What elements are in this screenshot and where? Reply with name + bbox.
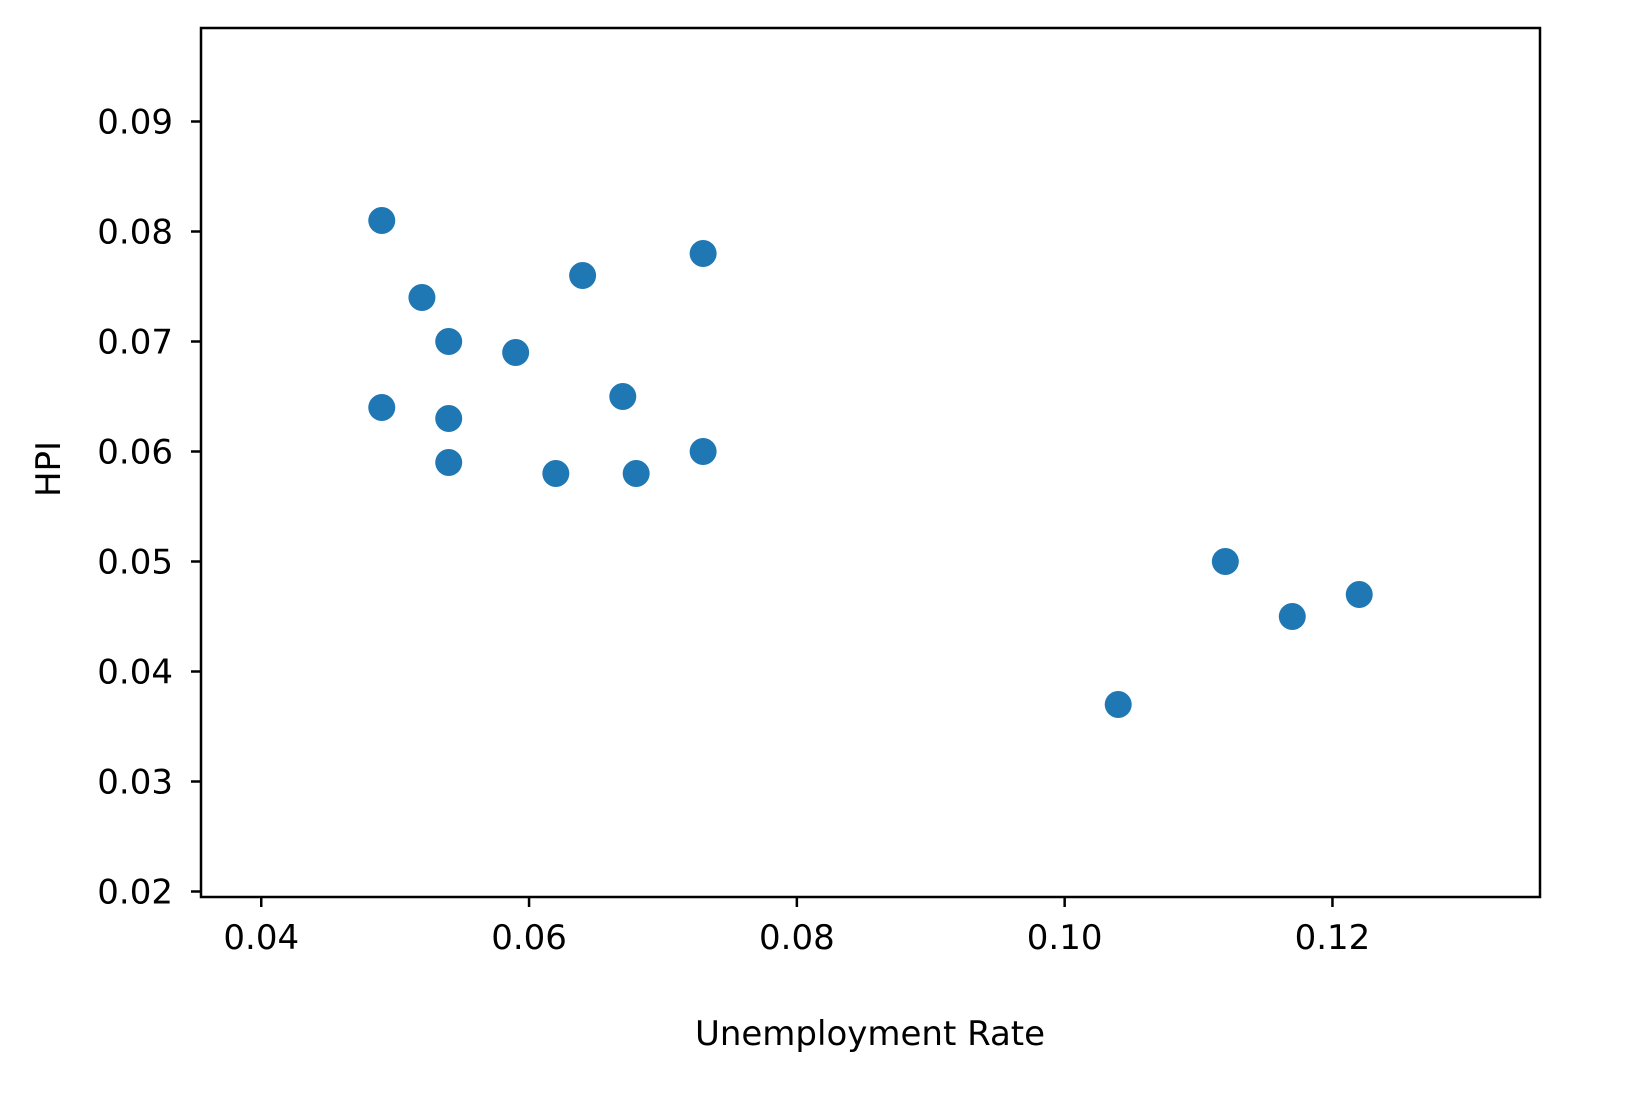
data-point <box>1211 548 1239 575</box>
x-tick-label: 0.08 <box>759 918 835 958</box>
data-point <box>622 460 650 487</box>
x-axis-title: Unemployment Rate <box>695 1014 1045 1054</box>
data-point <box>609 383 637 410</box>
data-point <box>368 394 396 421</box>
data-point <box>1278 603 1306 630</box>
data-point <box>569 262 597 289</box>
data-point <box>435 328 463 355</box>
data-point <box>408 284 436 311</box>
data-point <box>689 438 717 465</box>
y-tick-label: 0.05 <box>97 543 173 583</box>
data-point <box>1345 581 1373 608</box>
y-tick-label: 0.08 <box>97 213 173 253</box>
y-tick-label: 0.02 <box>97 873 173 913</box>
data-point <box>1104 691 1132 718</box>
x-tick-label: 0.06 <box>491 918 567 958</box>
axes-frame <box>199 26 1542 899</box>
plot-area: 0.04 0.06 0.08 0.10 0.12 0.02 0.03 0.04 0.05 0.06… <box>97 26 1542 958</box>
y-tick-label: 0.09 <box>97 103 173 143</box>
data-point <box>502 339 530 366</box>
x-tick-label: 0.04 <box>223 918 299 958</box>
data-point <box>435 449 463 476</box>
data-point <box>435 405 463 432</box>
data-point <box>689 240 717 267</box>
y-tick-label: 0.06 <box>97 433 173 473</box>
y-tick-label: 0.04 <box>97 653 173 693</box>
y-tick-label: 0.03 <box>97 763 173 803</box>
x-tick-label: 0.12 <box>1295 918 1371 958</box>
data-point <box>542 460 570 487</box>
y-tick-label: 0.07 <box>97 323 173 363</box>
y-axis-title: HPI <box>29 441 69 497</box>
data-point <box>368 207 396 234</box>
x-tick-label: 0.10 <box>1027 918 1103 958</box>
